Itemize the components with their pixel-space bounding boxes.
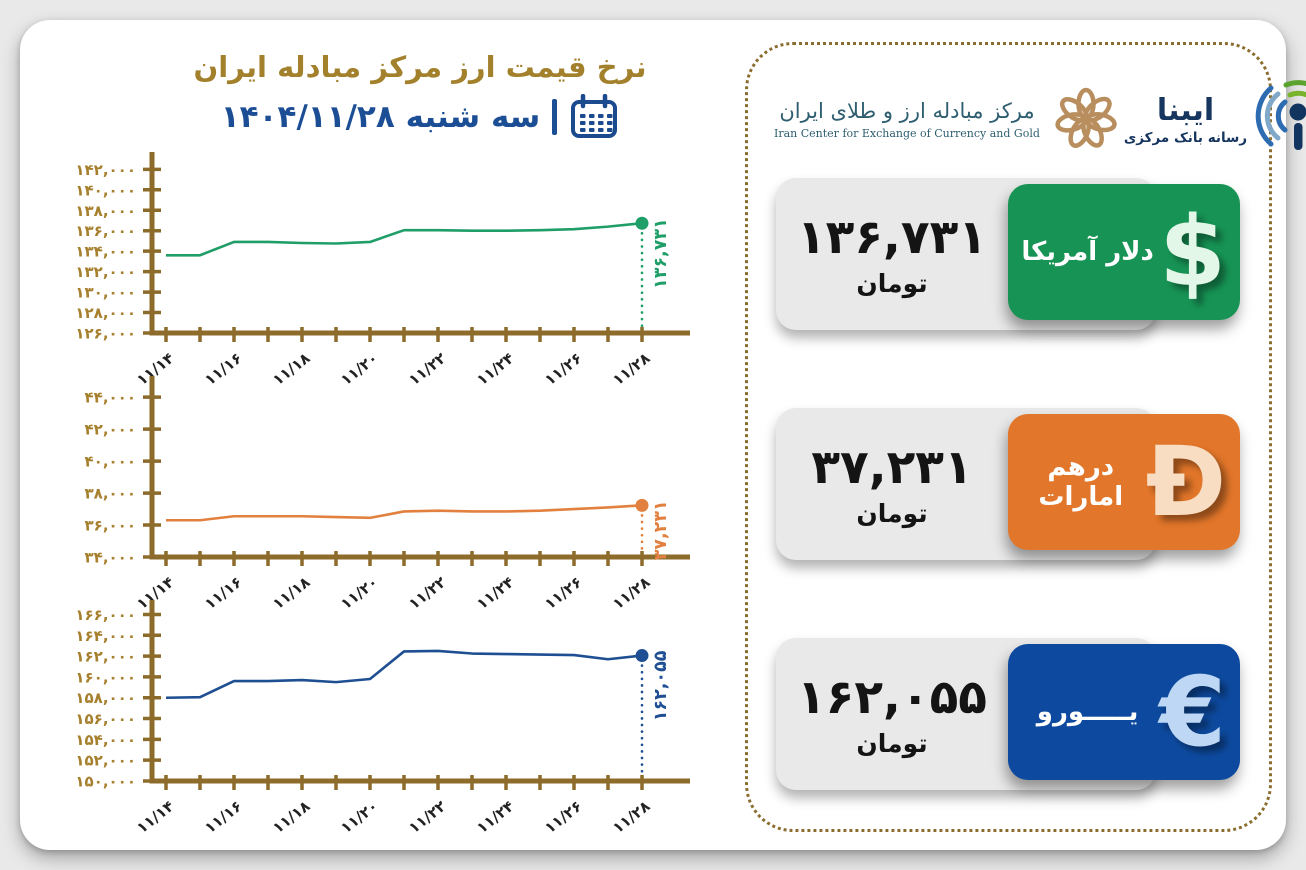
- svg-text:۱۵۶,۰۰۰: ۱۵۶,۰۰۰: [75, 710, 136, 728]
- icec-knot-icon: [1055, 87, 1117, 148]
- svg-text:۱۲۶,۰۰۰: ۱۲۶,۰۰۰: [75, 325, 136, 343]
- svg-text:۱۶۴,۰۰۰: ۱۶۴,۰۰۰: [75, 627, 136, 645]
- svg-text:۱۱/۲۴: ۱۱/۲۴: [473, 797, 517, 837]
- icec-english-name: Iran Center for Exchange of Currency and…: [774, 126, 1040, 140]
- euro-icon: €: [1159, 656, 1226, 768]
- logos-row: مرکز مبادله ارز و طلای ایران Iran Center…: [774, 67, 1306, 171]
- usd-label: دلار آمریکا: [1021, 237, 1154, 267]
- svg-text:۱۳۶,۰۰۰: ۱۳۶,۰۰۰: [75, 222, 136, 240]
- svg-text:۱۳۰,۰۰۰: ۱۳۰,۰۰۰: [75, 284, 136, 302]
- svg-text:۱۶۲,۰۰۰: ۱۶۲,۰۰۰: [75, 648, 136, 666]
- usd-label-box: $ دلار آمریکا: [1008, 184, 1240, 320]
- ibena-broadcast-icon: [1255, 80, 1306, 150]
- svg-text:۱۶۲,۰۵۵: ۱۶۲,۰۵۵: [651, 650, 671, 721]
- ibena-subtitle: رسانه بانک مرکزی: [1123, 129, 1248, 146]
- ibena-logo: ایبنا رسانه بانک مرکزی: [1124, 74, 1306, 164]
- eur-label: یـــــورو: [1036, 697, 1139, 727]
- svg-text:۱۵۸,۰۰۰: ۱۵۸,۰۰۰: [75, 689, 136, 707]
- svg-text:۱۵۰,۰۰۰: ۱۵۰,۰۰۰: [75, 773, 136, 791]
- aed-label: درهم امارات: [1038, 452, 1124, 512]
- svg-text:۱۳۶,۷۳۱: ۱۳۶,۷۳۱: [651, 218, 671, 289]
- eur-value: ۱۶۲,۰۵۵: [797, 670, 987, 725]
- eur-trend-chart: ۱۵۰,۰۰۰ ۱۵۲,۰۰۰ ۱۵۴,۰۰۰ ۱۵۶,۰۰۰ ۱۵۸,۰۰۰ ۱۶۰,۰…: [75, 600, 690, 837]
- svg-text:۱۶۰,۰۰۰: ۱۶۰,۰۰۰: [75, 668, 136, 686]
- svg-text:۴۰,۰۰۰: ۴۰,۰۰۰: [85, 453, 136, 471]
- rates-panel: مرکز مبادله ارز و طلای ایران Iran Center…: [745, 42, 1306, 832]
- svg-text:۴۴,۰۰۰: ۴۴,۰۰۰: [85, 389, 136, 407]
- icec-logo: مرکز مبادله ارز و طلای ایران Iran Center…: [774, 81, 1124, 157]
- header: نرخ قیمت ارز مرکز مبادله ایران سه شنبه ۱…: [130, 50, 710, 140]
- svg-text:۱۴۰,۰۰۰: ۱۴۰,۰۰۰: [75, 181, 136, 199]
- svg-text:۱۵۴,۰۰۰: ۱۵۴,۰۰۰: [75, 731, 136, 749]
- aed-label-box: Đ درهم امارات: [1008, 414, 1240, 550]
- usd-unit: تومان: [856, 269, 928, 298]
- svg-text:۱۱/۱۸: ۱۱/۱۸: [269, 797, 313, 837]
- svg-text:۱۲۸,۰۰۰: ۱۲۸,۰۰۰: [75, 304, 136, 322]
- icec-persian-name: مرکز مبادله ارز و طلای ایران: [779, 98, 1035, 123]
- usd-trend-chart: ۱۲۶,۰۰۰ ۱۲۸,۰۰۰ ۱۳۰,۰۰۰ ۱۳۲,۰۰۰ ۱۳۴,۰۰۰ ۱۳۶,۰…: [75, 152, 690, 389]
- svg-text:۱۳۸,۰۰۰: ۱۳۸,۰۰۰: [75, 202, 136, 220]
- aed-unit: تومان: [856, 499, 928, 528]
- svg-text:۳۸,۰۰۰: ۳۸,۰۰۰: [85, 485, 136, 503]
- ibena-name: ایبنا: [1156, 92, 1215, 128]
- usd-rate-card: ۱۳۶,۷۳۱ تومان $ دلار آمریکا: [776, 178, 1240, 330]
- calendar-icon: [571, 94, 618, 138]
- svg-text:۳۶,۰۰۰: ۳۶,۰۰۰: [85, 517, 136, 535]
- svg-text:۳۷,۲۳۱: ۳۷,۲۳۱: [651, 500, 671, 560]
- dollar-icon: $: [1159, 196, 1226, 308]
- date-row: سه شنبه ۱۴۰۴/۱۱/۲۸: [130, 94, 710, 140]
- page-title: نرخ قیمت ارز مرکز مبادله ایران: [193, 50, 647, 84]
- svg-text:۱۱/۱۴: ۱۱/۱۴: [133, 797, 177, 837]
- aed-trend-chart: ۳۴,۰۰۰۳۶,۰۰۰۳۸,۰۰۰۴۰,۰۰۰۴۲,۰۰۰۴۴,۰۰۰۱۱/۱…: [85, 376, 690, 613]
- icec-logo-text: مرکز مبادله ارز و طلای ایران Iran Center…: [774, 99, 1040, 140]
- eur-rate-card: ۱۶۲,۰۵۵ تومان € یـــــورو: [776, 638, 1240, 790]
- svg-text:۱۵۲,۰۰۰: ۱۵۲,۰۰۰: [75, 752, 136, 770]
- ibena-logo-text: ایبنا رسانه بانک مرکزی: [1124, 93, 1247, 146]
- svg-text:۱۳۴,۰۰۰: ۱۳۴,۰۰۰: [75, 243, 136, 261]
- svg-text:۱۶۶,۰۰۰: ۱۶۶,۰۰۰: [75, 606, 136, 624]
- usd-value: ۱۳۶,۷۳۱: [797, 210, 987, 265]
- svg-text:۱۱/۲۸: ۱۱/۲۸: [609, 797, 653, 837]
- dirham-icon: Đ: [1145, 426, 1226, 538]
- svg-text:۱۱/۲۲: ۱۱/۲۲: [405, 797, 449, 837]
- aed-value: ۳۷,۲۳۱: [811, 440, 973, 495]
- eur-unit: تومان: [856, 729, 928, 758]
- svg-text:۳۴,۰۰۰: ۳۴,۰۰۰: [85, 549, 136, 567]
- svg-text:۴۲,۰۰۰: ۴۲,۰۰۰: [85, 421, 136, 439]
- svg-text:۱۴۲,۰۰۰: ۱۴۲,۰۰۰: [75, 161, 136, 179]
- svg-text:۱۳۲,۰۰۰: ۱۳۲,۰۰۰: [75, 263, 136, 281]
- svg-text:۱۱/۲۶: ۱۱/۲۶: [541, 797, 585, 837]
- date-divider: [552, 99, 558, 135]
- eur-label-box: € یـــــورو: [1008, 644, 1240, 780]
- aed-rate-card: ۳۷,۲۳۱ تومان Đ درهم امارات: [776, 408, 1240, 560]
- svg-text:۱۱/۱۶: ۱۱/۱۶: [201, 797, 245, 837]
- date-label: سه شنبه ۱۴۰۴/۱۱/۲۸: [220, 99, 541, 135]
- svg-text:۱۱/۲۰: ۱۱/۲۰: [337, 797, 381, 837]
- infographic-card: نرخ قیمت ارز مرکز مبادله ایران سه شنبه ۱…: [20, 20, 1306, 850]
